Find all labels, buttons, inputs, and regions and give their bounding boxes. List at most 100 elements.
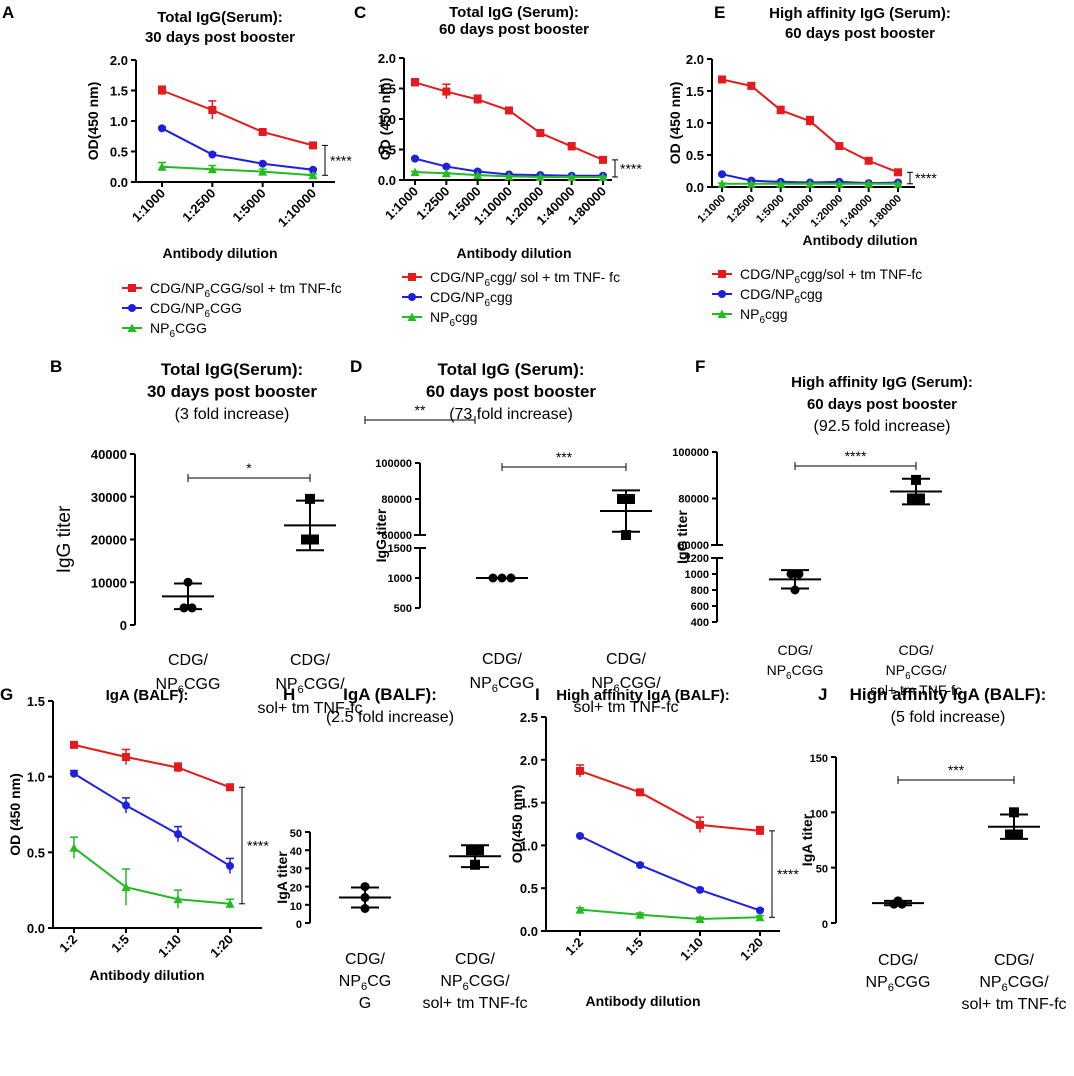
- category-label: NP6CGG: [767, 662, 824, 682]
- data-point-circle: [636, 861, 644, 870]
- chart-subtitle: 30 days post booster: [145, 29, 295, 46]
- x-axis-label: Antibody dilution: [456, 245, 571, 261]
- x-tick-label: 1:20: [207, 932, 236, 961]
- category-label: sol+ tm TNF-fc: [870, 682, 962, 698]
- data-point-triangle: [308, 170, 318, 180]
- legend-entry: NP6CGG: [150, 320, 207, 340]
- category-label: NP6CGG: [156, 676, 221, 696]
- data-point-square: [208, 106, 217, 115]
- category-label: NP6CGG/: [591, 675, 661, 695]
- data-point-square: [442, 87, 451, 96]
- y-tick-label: 1.5: [686, 84, 704, 99]
- chart-title: High affinity IgG (Serum):: [769, 5, 951, 22]
- significance-label: *: [246, 460, 252, 476]
- y-axis-label: IgA titer: [274, 851, 290, 904]
- data-point-square: [473, 95, 482, 104]
- x-axis-label: Antibody dilution: [162, 245, 277, 261]
- data-point-circle: [696, 885, 704, 894]
- category-label: CDG/: [878, 952, 919, 969]
- category-label-part: CGG: [498, 675, 534, 692]
- data-point-square: [907, 493, 917, 504]
- category-label: CDG/: [455, 951, 496, 968]
- y-axis-label: IgG titer: [373, 508, 389, 562]
- panel-label: D: [350, 357, 362, 376]
- data-point-triangle: [575, 905, 585, 914]
- legend-marker-triangle: [407, 312, 417, 321]
- y-tick-label: 1.5: [110, 84, 128, 99]
- data-point-square: [915, 493, 925, 504]
- fold-increase-note: (73 fold increase): [449, 406, 573, 423]
- data-point-circle: [174, 830, 182, 839]
- data-point-triangle: [225, 899, 235, 908]
- data-point-triangle: [717, 179, 727, 188]
- chart-title: IgA (BALF):: [106, 687, 189, 704]
- data-point-circle: [411, 154, 419, 163]
- series-line-red: [161, 89, 314, 147]
- x-tick-label: 1:2: [56, 932, 80, 956]
- legend-part: NP: [150, 320, 169, 336]
- data-point-triangle: [504, 171, 514, 181]
- significance-label: ****: [845, 448, 867, 464]
- data-point-circle: [70, 769, 78, 778]
- legend-marker-square: [408, 273, 416, 281]
- x-axis-label: Antibody dilution: [802, 232, 917, 248]
- data-point-square: [718, 75, 726, 84]
- legend-part: CDG/NP: [430, 269, 484, 285]
- series-line-green: [161, 165, 314, 177]
- x-tick-label: 1:20: [737, 935, 766, 964]
- panel-label: H: [283, 685, 295, 704]
- category-label-part: NP: [979, 974, 1001, 991]
- data-point-circle: [179, 603, 189, 613]
- y-tick-label: 60000: [678, 540, 709, 552]
- chart-title: Total IgG(Serum):: [161, 360, 303, 379]
- x-tick-label: 1:80000: [867, 193, 904, 230]
- data-point-circle: [309, 165, 317, 174]
- category-label-part: 6: [614, 683, 620, 695]
- data-point-triangle: [121, 882, 131, 892]
- data-point-triangle: [598, 172, 608, 181]
- y-tick-label: 50: [816, 864, 828, 876]
- category-label: CDG/: [345, 951, 386, 968]
- data-point-square: [301, 534, 311, 545]
- category-label-part: NP: [470, 675, 492, 692]
- data-point-square: [305, 493, 315, 504]
- legend-part: CGG/sol + tm TNF-fc: [210, 280, 342, 296]
- legend-part: cgg/ sol + tm TNF- fc: [490, 269, 620, 285]
- y-axis-label: IgG titer: [674, 510, 690, 564]
- y-tick-label: 10000: [91, 575, 127, 590]
- legend-part: CDG/NP: [740, 286, 794, 302]
- legend-entry: CDG/NP6CGG: [150, 300, 242, 320]
- category-label: NP6CG: [339, 973, 391, 993]
- data-point-square: [536, 129, 545, 138]
- y-tick-label: 1.0: [110, 114, 128, 129]
- x-tick-label: 1:10: [155, 932, 184, 961]
- y-tick-label: 60000: [381, 530, 412, 542]
- category-label-part: CGG/: [304, 676, 345, 693]
- y-tick-label: 0.5: [520, 881, 538, 896]
- data-point-square: [617, 494, 627, 504]
- legend-marker-square: [128, 284, 136, 292]
- x-tick-label: 1:5000: [230, 186, 269, 225]
- significance-label: **: [415, 402, 426, 418]
- data-point-triangle: [157, 162, 167, 171]
- category-label: NP6CGG/: [440, 973, 510, 993]
- y-tick-label: 80000: [381, 494, 412, 506]
- category-label: sol+ tm TNF-fc: [422, 995, 527, 1012]
- y-tick-label: 1000: [388, 573, 412, 585]
- panel-label: E: [714, 3, 725, 22]
- significance-label: ****: [915, 170, 937, 186]
- data-point-circle: [360, 882, 370, 892]
- category-label-part: 6: [298, 684, 304, 696]
- y-tick-label: 0: [120, 618, 127, 633]
- data-point-triangle: [441, 168, 451, 178]
- legend-part: 6: [169, 329, 175, 340]
- y-tick-label: 500: [394, 603, 412, 615]
- y-tick-label: 50: [290, 828, 302, 840]
- data-point-square: [258, 127, 267, 136]
- panel-label: A: [2, 3, 14, 22]
- data-point-square: [806, 117, 814, 126]
- y-tick-label: 1.5: [378, 82, 396, 97]
- chart-title: High affinity IgA (BALF):: [556, 687, 730, 704]
- data-point-circle: [889, 899, 899, 909]
- y-tick-label: 0.5: [27, 845, 45, 860]
